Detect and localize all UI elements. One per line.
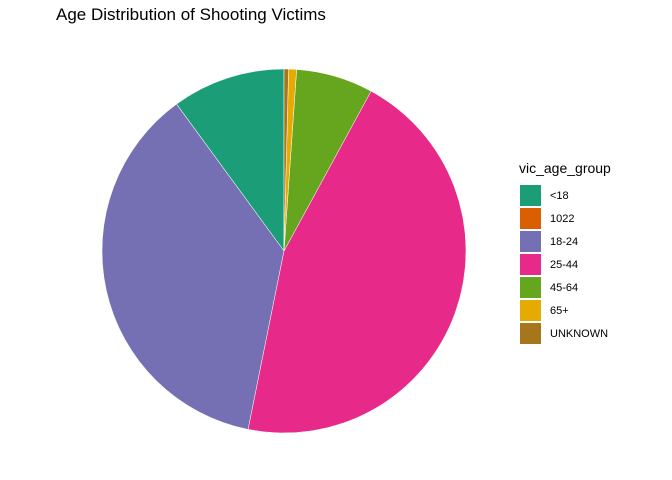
legend-label: 65+	[550, 304, 569, 317]
legend-swatch	[520, 277, 541, 298]
legend-label: 18-24	[550, 235, 579, 248]
pie-slice-18-24	[101, 103, 285, 430]
legend-label: 45-64	[550, 281, 579, 294]
pie-slice-18	[176, 68, 285, 252]
legend-swatch	[520, 254, 541, 275]
legend-label: <18	[550, 189, 569, 202]
legend-label: 25-44	[550, 258, 579, 271]
pie-slice-25-44	[247, 90, 467, 434]
legend-swatch	[520, 323, 541, 344]
legend-swatch	[520, 300, 541, 321]
legend-item: 45-64	[520, 276, 611, 299]
legend-items: <18 1022 18-24 25-44 45-64 65+ UNKNOWN	[520, 184, 611, 345]
legend-item: 25-44	[520, 253, 611, 276]
legend-item: 65+	[520, 299, 611, 322]
legend-item: <18	[520, 184, 611, 207]
legend-item: UNKNOWN	[520, 322, 611, 345]
legend-item: 1022	[520, 207, 611, 230]
legend-item: 18-24	[520, 230, 611, 253]
legend-title: vic_age_group	[519, 160, 611, 176]
legend-swatch	[520, 231, 541, 252]
legend-swatch	[520, 185, 541, 206]
pie-slice-unknown	[283, 68, 289, 252]
chart-title: Age Distribution of Shooting Victims	[56, 5, 326, 24]
legend: vic_age_group <18 1022 18-24 25-44 45-64 65+ U…	[519, 160, 611, 345]
legend-label: 1022	[550, 212, 575, 225]
legend-swatch	[520, 208, 541, 229]
legend-label: UNKNOWN	[550, 327, 609, 340]
